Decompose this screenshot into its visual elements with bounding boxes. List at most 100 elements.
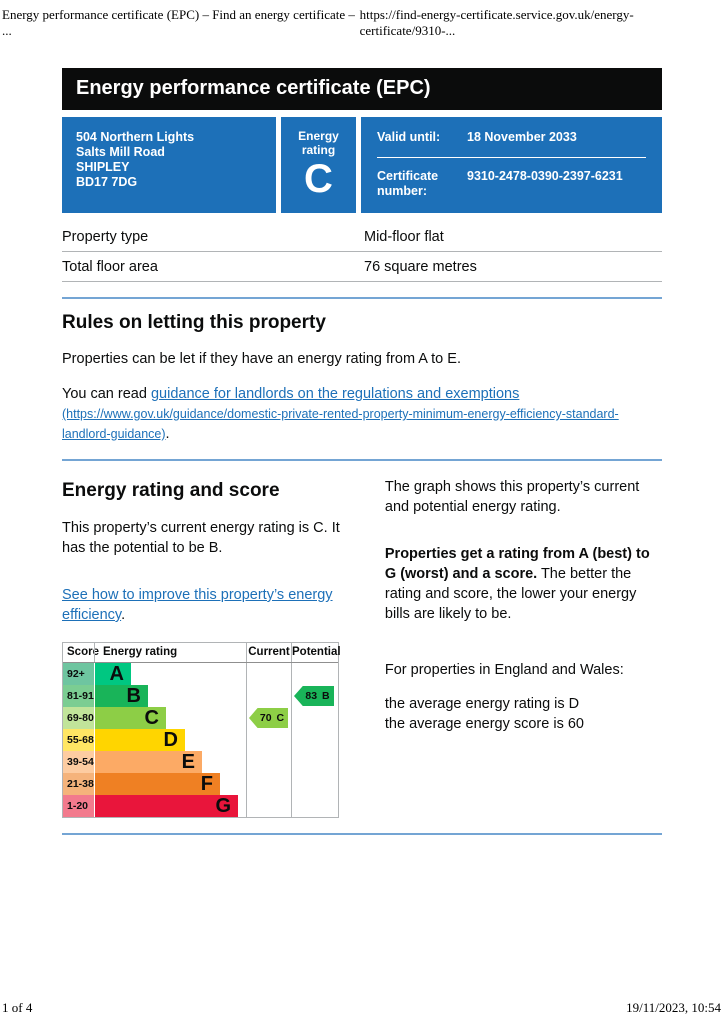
current-rating-cell [246,663,291,685]
current-rating-cell [246,685,291,707]
rating-scale-bold-text: Properties get a rating from A (best) to… [384,546,650,582]
average-score-line: the average energy score is 60 [384,716,584,732]
epc-band-row-d: 55-68 D [63,729,338,751]
potential-rating-marker: 83 B [294,686,334,706]
energy-rating-badge: Energy rating C [281,117,356,213]
property-summary-table: Property type Mid-floor flat Total floor… [62,222,662,282]
section-divider [62,459,662,461]
potential-rating-cell [291,663,337,685]
improve-efficiency-paragraph: See how to improve this property’s energ… [62,585,359,625]
valid-until-value: 18 November 2033 [467,130,577,144]
band-bar: G [95,795,238,817]
potential-rating-cell [291,795,337,817]
rating-section-heading: Energy rating and score [62,480,280,501]
rating-scale-paragraph: Properties get a rating from A (best) to… [385,544,662,624]
band-letter: G [215,794,231,817]
chart-band-rows: 92+ A 81-91 B 83 B 69-80 C 70 C 55-68 D 39-54 E 21-38 F… [63,663,338,817]
floor-area-label: Total floor area [62,259,158,275]
property-type-value: Mid-floor flat [364,229,444,245]
property-type-label: Property type [62,229,149,245]
band-score-range: 1-20 [63,795,94,817]
band-bar: D [95,729,185,751]
potential-rating-marker-band: B [322,690,330,702]
letting-section-heading: Rules on letting this property [62,312,326,333]
potential-rating-cell [291,773,337,795]
address-line: 504 Northern Lights [76,130,195,144]
band-bar-area: G [94,795,246,817]
certificate-number-value: 9310-2478-0390-2397-6231 [467,169,623,183]
improve-link-suffix: . [121,607,126,623]
address-line: BD17 7DG [76,175,138,189]
details-divider [377,157,646,158]
rating-explanation-column: The graph shows this property’s current … [385,477,662,818]
band-letter: A [109,662,124,685]
current-rating-marker-band: C [276,712,285,724]
potential-rating-cell: 83 B [291,685,337,707]
band-letter: C [144,706,159,729]
chart-header-row: Score Energy rating Current Potential [63,643,341,663]
table-row: Total floor area 76 square metres [62,252,662,282]
letting-paragraph: Properties can be let if they have an en… [62,351,461,367]
band-score-range: 92+ [63,663,94,685]
landlord-guidance-link[interactable]: guidance for landlords on the regulation… [62,386,619,442]
print-timestamp: 19/11/2023, 10:54 [626,1000,721,1015]
band-letter: E [181,750,195,773]
band-score-range: 21-38 [63,773,94,795]
energy-rating-value: C [304,157,333,201]
chart-potential-header: Potential [291,643,341,662]
valid-until-label: Valid until: [377,130,441,144]
table-row: Property type Mid-floor flat [62,222,662,252]
chart-current-header: Current [246,643,291,662]
band-score-range: 69-80 [63,707,94,729]
floor-area-value: 76 square metres [364,259,477,275]
band-bar-area: F [94,773,246,795]
band-score-range: 55-68 [63,729,94,751]
current-rating-cell [246,751,291,773]
band-bar-area: D [94,729,246,751]
section-divider [62,297,662,299]
current-rating-marker: 70 C [249,708,288,728]
current-rating-marker-score: 70 [259,712,272,724]
band-bar: B [95,685,148,707]
epc-band-row-b: 81-91 B 83 B [63,685,338,707]
print-footer: 1 of 4 19/11/2023, 10:54 [2,1000,721,1016]
guidance-text-suffix: . [165,426,170,442]
print-header-url: https://find-energy-certificate.service.… [359,7,634,38]
epc-band-row-a: 92+ A [63,663,338,685]
graph-explainer-paragraph: The graph shows this property’s current … [384,479,640,515]
chart-score-header: Score [67,646,99,658]
property-address: 504 Northern Lights Salts Mill Road SHIP… [62,117,276,213]
section-divider [62,833,662,835]
print-header: Energy performance certificate (EPC) – F… [2,7,721,39]
current-rating-cell [246,773,291,795]
certificate-page: Energy performance certificate (EPC) 504… [62,68,662,835]
band-bar: E [95,751,202,773]
potential-rating-cell [291,751,337,773]
letting-guidance-paragraph: You can read guidance for landlords on t… [62,384,662,444]
epc-band-row-f: 21-38 F [63,773,338,795]
band-bar-area: E [94,751,246,773]
band-bar-area: C [94,707,246,729]
page-number: 1 of 4 [2,1000,33,1015]
current-rating-cell [246,729,291,751]
band-bar: C [95,707,166,729]
address-line: SHIPLEY [76,160,130,174]
band-score-range: 81-91 [63,685,94,707]
guidance-link-url: (https://www.gov.uk/guidance/domestic-pr… [62,407,619,441]
epc-band-row-e: 39-54 E [63,751,338,773]
band-bar: F [95,773,220,795]
improve-efficiency-link[interactable]: See how to improve this property’s energ… [62,587,333,623]
certificate-summary: 504 Northern Lights Salts Mill Road SHIP… [62,117,662,213]
band-letter: D [163,728,178,751]
average-rating-line: the average energy rating is D [384,696,580,712]
band-score-range: 39-54 [63,751,94,773]
band-letter: F [200,772,213,795]
current-rating-cell [246,795,291,817]
energy-rating-label: Energy rating [298,129,339,157]
potential-rating-marker-score: 83 [305,690,318,702]
england-wales-paragraph: For properties in England and Wales: [384,662,624,678]
address-line: Salts Mill Road [76,145,165,159]
guidance-link-text: guidance for landlords on the regulation… [150,386,520,402]
certificate-number-label: Certificate number: [377,169,439,198]
band-bar-area: B [94,685,246,707]
